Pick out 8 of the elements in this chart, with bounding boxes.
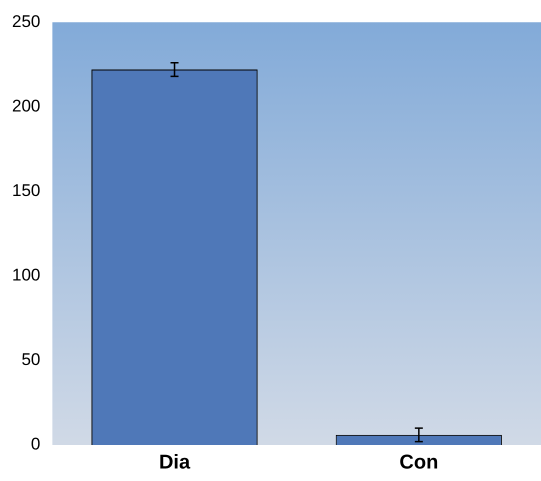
x-tick-label: Dia [158,452,191,474]
y-tick-label: 250 [12,12,40,31]
y-tick-label: 0 [30,434,40,454]
y-tick-label: 50 [21,350,40,370]
x-tick-label: Con [399,452,438,474]
y-tick-label: 100 [12,266,40,285]
y-tick-label: 150 [12,181,40,200]
y-tick-label: 200 [12,96,40,116]
